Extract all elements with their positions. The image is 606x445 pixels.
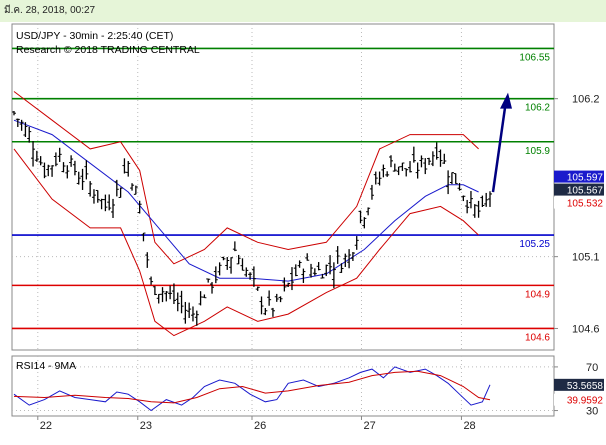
support-resistance-levels: 106.55 106.2 105.9 105.25 104.9 104.6 — [12, 47, 554, 343]
y-axis-ticks: 104.6 105.1 106.2 30 70 — [554, 94, 600, 418]
rsi-y-tick-label: 30 — [586, 406, 598, 418]
chart-copyright: Research © 2018 TRADING CENTRAL — [16, 44, 200, 56]
price-badge — [554, 170, 604, 183]
x-tick-label: 28 — [463, 420, 475, 432]
chart-title: USD/JPY - 30min - 2:25:40 (CET) — [16, 30, 173, 42]
moving-average-line — [13, 119, 479, 282]
bollinger-lower — [13, 148, 479, 337]
x-tick-label: 23 — [140, 420, 152, 432]
x-tick-label: 27 — [363, 420, 375, 432]
price-badges: 105.597 105.567 105.532 53.5658 39.9592 — [554, 170, 604, 407]
price-badge — [554, 196, 604, 209]
y-tick-label: 106.2 — [572, 94, 600, 106]
rsi-series-line — [13, 370, 491, 404]
rsi-badge-label: 39.9592 — [567, 396, 604, 407]
datetime-label: มี.ค. 28, 2018, 00:27 — [4, 5, 96, 16]
level-label: 106.55 — [519, 52, 550, 63]
level-label: 105.25 — [519, 239, 550, 250]
x-axis-ticks: 22 23 26 27 28 — [37, 416, 476, 432]
x-tick-label: 26 — [254, 420, 266, 432]
moving-average — [13, 119, 479, 282]
rsi-badge — [554, 378, 604, 391]
rsi-title: RSI14 - 9MA — [16, 360, 76, 372]
bollinger-bands — [13, 91, 479, 337]
level-label: 106.2 — [525, 103, 550, 114]
price-panel-frame — [11, 23, 555, 351]
level-label: 105.9 — [525, 146, 550, 157]
rsi-y-tick-label: 70 — [586, 362, 598, 374]
price-badge-label: 105.567 — [567, 186, 604, 197]
rsi-panel-frame — [11, 355, 555, 417]
rsi-badge-label: 53.5658 — [567, 381, 604, 392]
price-badge-label: 105.532 — [567, 199, 604, 210]
forecast-arrow-line — [491, 100, 508, 193]
forecast-arrow-head — [500, 92, 512, 109]
price-candles — [12, 110, 492, 326]
top-bar: มี.ค. 28, 2018, 00:27 — [0, 0, 606, 22]
price-badge-label: 105.597 — [567, 173, 604, 184]
rsi-lines — [13, 366, 491, 412]
x-tick-label: 22 — [40, 420, 52, 432]
level-label: 104.6 — [525, 332, 550, 343]
forecast-arrow — [491, 92, 512, 193]
rsi-series-line — [13, 366, 491, 412]
rsi-badge — [554, 393, 604, 406]
price-badge — [554, 183, 604, 196]
y-tick-label: 104.6 — [572, 323, 600, 335]
bollinger-upper — [13, 91, 479, 265]
level-label: 104.9 — [525, 289, 550, 300]
y-tick-label: 105.1 — [572, 252, 600, 264]
